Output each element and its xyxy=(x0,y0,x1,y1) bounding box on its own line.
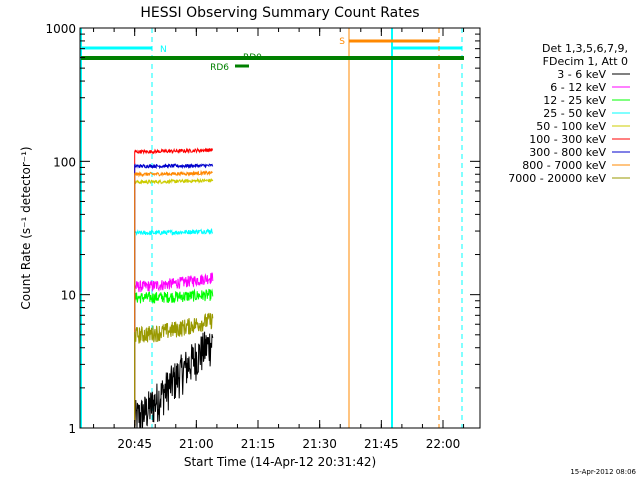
legend: Det 1,3,5,6,7,9,FDecim 1, Att 03 - 6 keV… xyxy=(508,42,630,185)
y-axis-ticks: 1 10 100 1000 xyxy=(45,22,480,436)
x-tick-label-2: 21:15 xyxy=(241,437,276,451)
x-tick-label-3: 21:30 xyxy=(302,437,337,451)
legend-label-5: 100 - 300 keV xyxy=(529,133,606,146)
series-line-4 xyxy=(134,177,214,428)
flag-label-n: N xyxy=(160,45,167,55)
series-line-0 xyxy=(134,331,214,429)
series-line-3 xyxy=(134,227,214,428)
x-tick-label-5: 22:00 xyxy=(426,437,461,451)
series-line-7 xyxy=(134,169,213,428)
y-axis-label: Count Rate (s⁻¹ detector⁻¹) xyxy=(19,146,33,309)
legend-label-7: 800 - 7000 keV xyxy=(522,159,606,172)
series-line-8 xyxy=(134,312,214,428)
x-tick-label-4: 21:45 xyxy=(364,437,399,451)
flag-label-s: S xyxy=(339,37,345,47)
chart-title: HESSI Observing Summary Count Rates xyxy=(140,5,419,21)
legend-header-0: Det 1,3,5,6,7,9, xyxy=(542,42,628,55)
x-tick-label-1: 21:00 xyxy=(179,437,214,451)
flag-label-rd6: RD6 xyxy=(210,63,229,73)
series-line-5 xyxy=(134,147,214,428)
legend-label-4: 50 - 100 keV xyxy=(536,120,606,133)
x-axis-label: Start Time (14-Apr-12 20:31:42) xyxy=(184,455,376,469)
flag-label-rd0: RD0 xyxy=(243,53,262,63)
y-tick-label-3: 1000 xyxy=(45,22,76,36)
timestamp: 15-Apr-2012 08:06 xyxy=(570,468,636,476)
legend-label-0: 3 - 6 keV xyxy=(557,68,606,81)
y-tick-label-1: 10 xyxy=(61,289,76,303)
y-tick-label-2: 100 xyxy=(53,155,76,169)
x-axis-ticks: 20:45 21:00 21:15 21:30 21:45 22:00 xyxy=(93,28,465,451)
legend-header-1: FDecim 1, Att 0 xyxy=(543,55,628,68)
legend-label-6: 300 - 800 keV xyxy=(529,146,606,159)
legend-label-8: 7000 - 20000 keV xyxy=(508,172,606,185)
series-line-1 xyxy=(134,272,214,428)
legend-label-3: 25 - 50 keV xyxy=(543,107,606,120)
series-line-2 xyxy=(134,288,214,428)
x-tick-label-0: 20:45 xyxy=(117,437,152,451)
legend-label-1: 6 - 12 keV xyxy=(550,81,606,94)
series-layer xyxy=(134,147,214,429)
plot-frame xyxy=(79,27,481,429)
legend-label-2: 12 - 25 keV xyxy=(543,94,606,107)
series-line-6 xyxy=(134,163,214,428)
observing-flags: N RD0 RD6 S xyxy=(80,28,464,428)
y-tick-label-0: 1 xyxy=(68,422,76,436)
